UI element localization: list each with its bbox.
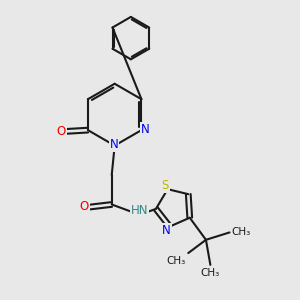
Text: CH₃: CH₃ (232, 227, 251, 237)
Text: CH₃: CH₃ (201, 268, 220, 278)
Text: O: O (80, 200, 89, 213)
Text: O: O (57, 125, 66, 138)
Text: CH₃: CH₃ (166, 256, 185, 266)
Text: N: N (162, 224, 171, 237)
Text: N: N (141, 123, 149, 136)
Text: S: S (162, 179, 169, 192)
Text: N: N (110, 139, 118, 152)
Text: HN: HN (131, 204, 148, 217)
